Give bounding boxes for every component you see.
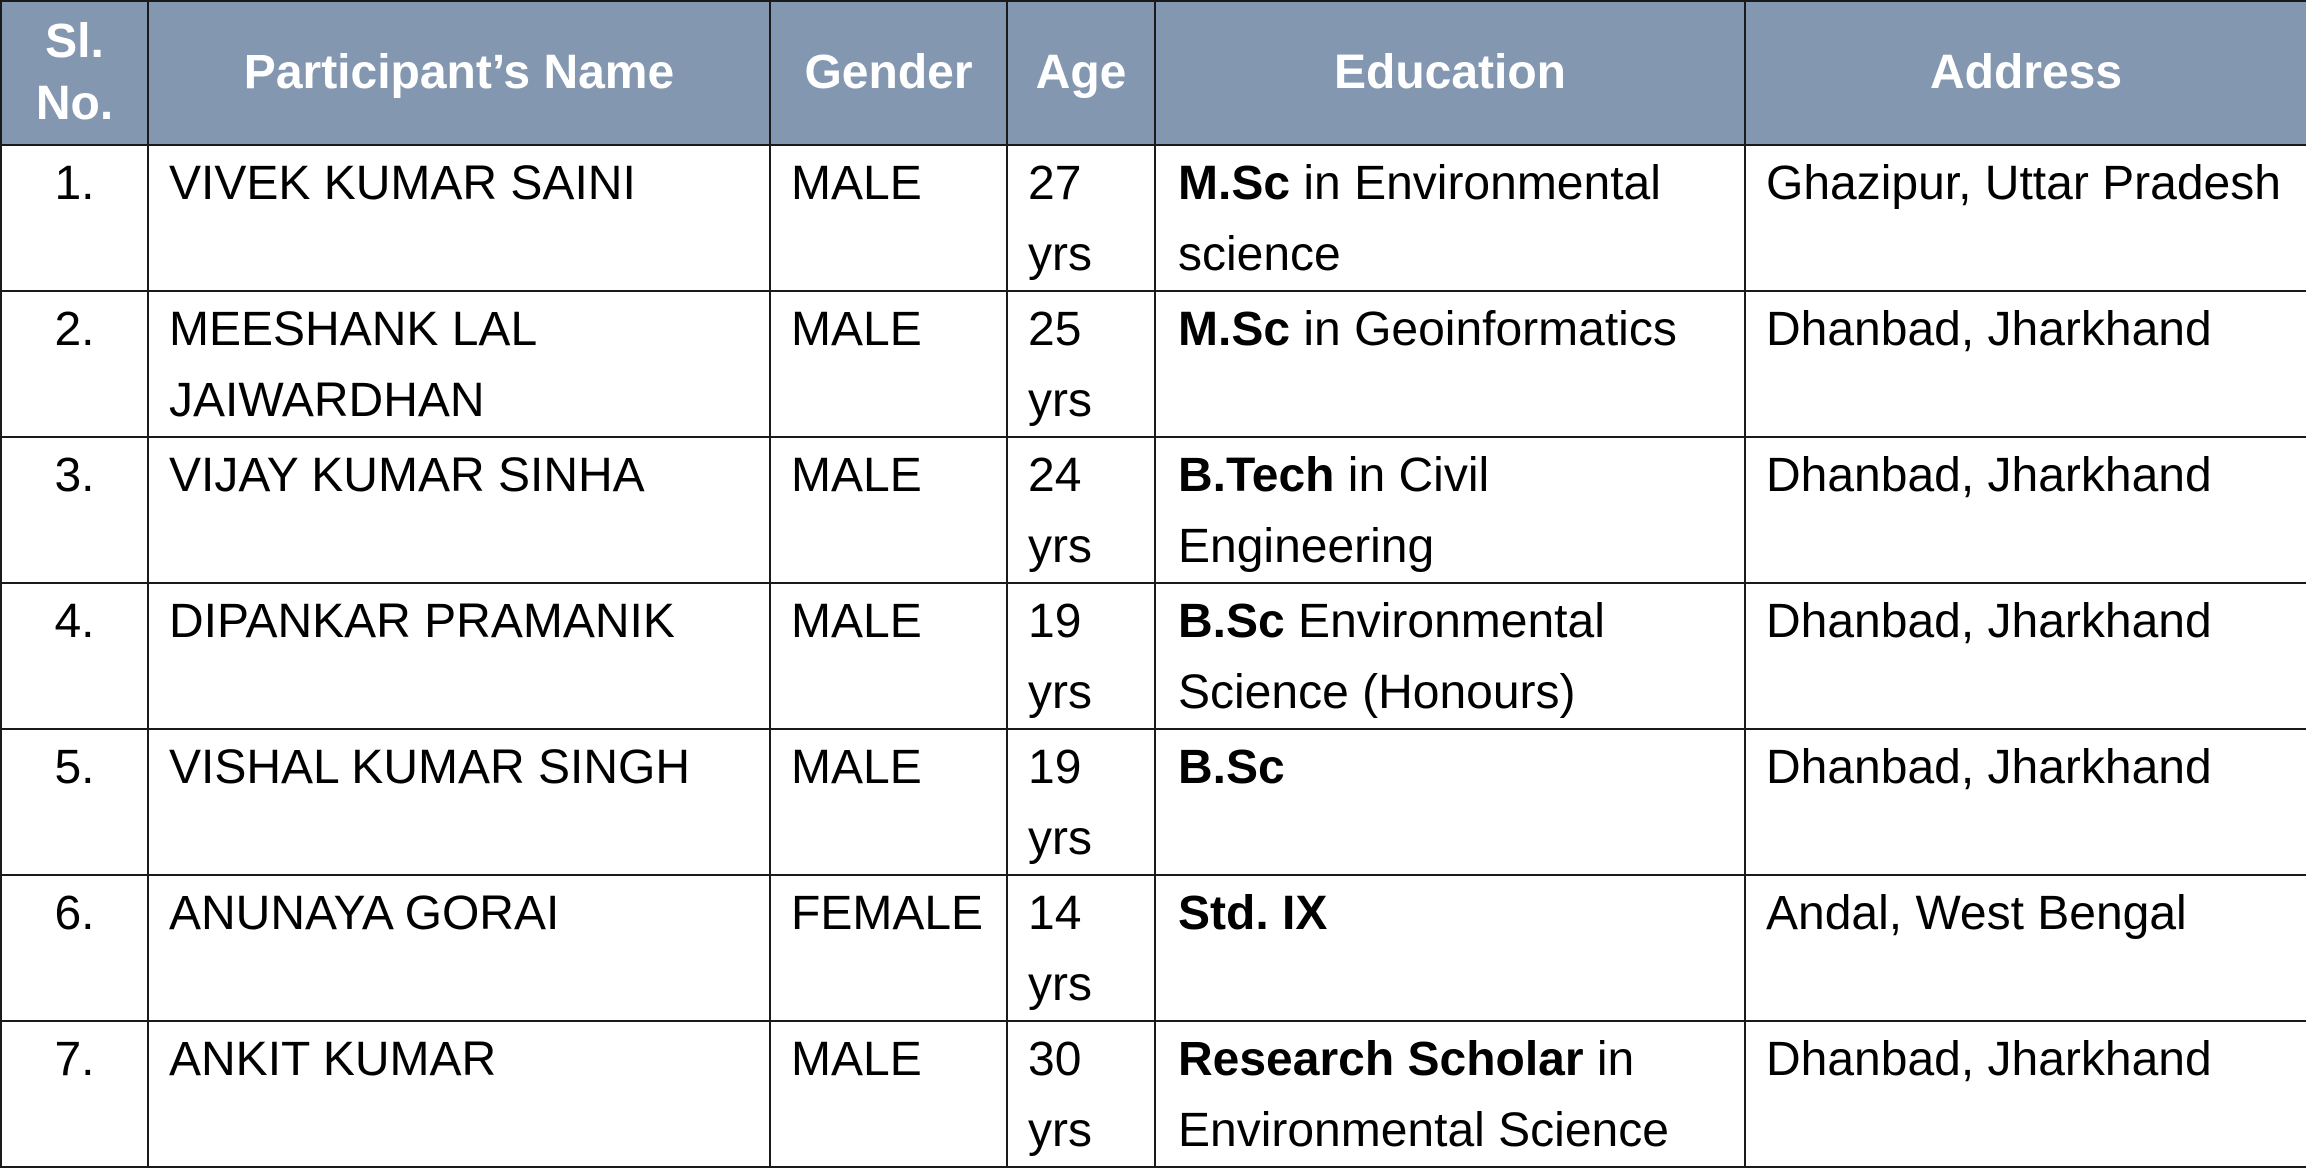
- table-body: 1. VIVEK KUMAR SAINI MALE 27 yrs M.Sc in…: [0, 144, 2306, 1168]
- cell-education: Std. IX: [1154, 874, 1746, 1022]
- cell-age: 30 yrs: [1006, 1020, 1156, 1168]
- cell-sl-no: 6.: [0, 874, 149, 1022]
- cell-sl-no: 7.: [0, 1020, 149, 1168]
- education-degree: B.Tech: [1178, 449, 1335, 502]
- cell-name: VISHAL KUMAR SINGH: [147, 728, 771, 876]
- cell-age: 19 yrs: [1006, 728, 1156, 876]
- cell-gender: MALE: [769, 728, 1008, 876]
- cell-gender: MALE: [769, 290, 1008, 438]
- cell-sl-no: 1.: [0, 144, 149, 292]
- cell-name: MEESHANK LAL JAIWARDHAN: [147, 290, 771, 438]
- cell-education: B.Sc: [1154, 728, 1746, 876]
- cell-name: ANUNAYA GORAI: [147, 874, 771, 1022]
- cell-age: 25 yrs: [1006, 290, 1156, 438]
- table-row: 5. VISHAL KUMAR SINGH MALE 19 yrs B.Sc D…: [0, 728, 2306, 876]
- cell-gender: MALE: [769, 1020, 1008, 1168]
- cell-sl-no: 3.: [0, 436, 149, 584]
- cell-education: M.Sc in Environmental science: [1154, 144, 1746, 292]
- cell-address: Andal, West Bengal: [1744, 874, 2306, 1022]
- education-degree: Std. IX: [1178, 887, 1328, 940]
- cell-gender: MALE: [769, 436, 1008, 584]
- header-gender: Gender: [769, 0, 1008, 146]
- cell-gender: MALE: [769, 144, 1008, 292]
- header-sl-no: Sl. No.: [0, 0, 149, 146]
- cell-education: B.Tech in Civil Engineering: [1154, 436, 1746, 584]
- cell-address: Dhanbad, Jharkhand: [1744, 728, 2306, 876]
- cell-sl-no: 4.: [0, 582, 149, 730]
- cell-name: DIPANKAR PRAMANIK: [147, 582, 771, 730]
- cell-sl-no: 5.: [0, 728, 149, 876]
- header-address: Address: [1744, 0, 2306, 146]
- cell-name: VIJAY KUMAR SINHA: [147, 436, 771, 584]
- cell-address: Dhanbad, Jharkhand: [1744, 290, 2306, 438]
- education-detail: in Environmental Science: [1178, 1033, 1669, 1157]
- cell-education: M.Sc in Geoinformatics: [1154, 290, 1746, 438]
- cell-age: 27 yrs: [1006, 144, 1156, 292]
- cell-sl-no: 2.: [0, 290, 149, 438]
- table-header: Sl. No. Participant’s Name Gender Age Ed…: [0, 0, 2306, 146]
- education-detail: in Civil Engineering: [1178, 449, 1490, 573]
- education-degree: Research Scholar: [1178, 1033, 1584, 1086]
- table-row: 1. VIVEK KUMAR SAINI MALE 27 yrs M.Sc in…: [0, 144, 2306, 292]
- cell-gender: FEMALE: [769, 874, 1008, 1022]
- cell-address: Ghazipur, Uttar Pradesh: [1744, 144, 2306, 292]
- education-degree: M.Sc: [1178, 303, 1291, 356]
- header-education: Education: [1154, 0, 1746, 146]
- table-row: 7. ANKIT KUMAR MALE 30 yrs Research Scho…: [0, 1020, 2306, 1168]
- cell-education: Research Scholar in Environmental Scienc…: [1154, 1020, 1746, 1168]
- education-degree: M.Sc: [1178, 157, 1291, 210]
- education-degree: B.Sc: [1178, 741, 1285, 794]
- cell-address: Dhanbad, Jharkhand: [1744, 582, 2306, 730]
- education-degree: B.Sc: [1178, 595, 1285, 648]
- cell-gender: MALE: [769, 582, 1008, 730]
- table-row: 3. VIJAY KUMAR SINHA MALE 24 yrs B.Tech …: [0, 436, 2306, 584]
- header-row: Sl. No. Participant’s Name Gender Age Ed…: [0, 0, 2306, 146]
- cell-name: ANKIT KUMAR: [147, 1020, 771, 1168]
- header-age: Age: [1006, 0, 1156, 146]
- cell-age: 14 yrs: [1006, 874, 1156, 1022]
- education-detail: in Geoinformatics: [1290, 303, 1677, 356]
- cell-age: 24 yrs: [1006, 436, 1156, 584]
- table-row: 6. ANUNAYA GORAI FEMALE 14 yrs Std. IX A…: [0, 874, 2306, 1022]
- education-detail: in Environmental science: [1178, 157, 1661, 281]
- cell-name: VIVEK KUMAR SAINI: [147, 144, 771, 292]
- cell-education: B.Sc Environmental Science (Honours): [1154, 582, 1746, 730]
- cell-address: Dhanbad, Jharkhand: [1744, 1020, 2306, 1168]
- header-participant-name: Participant’s Name: [147, 0, 771, 146]
- cell-address: Dhanbad, Jharkhand: [1744, 436, 2306, 584]
- table-row: 2. MEESHANK LAL JAIWARDHAN MALE 25 yrs M…: [0, 290, 2306, 438]
- table-row: 4. DIPANKAR PRAMANIK MALE 19 yrs B.Sc En…: [0, 582, 2306, 730]
- cell-age: 19 yrs: [1006, 582, 1156, 730]
- education-detail: Environmental Science (Honours): [1178, 595, 1605, 719]
